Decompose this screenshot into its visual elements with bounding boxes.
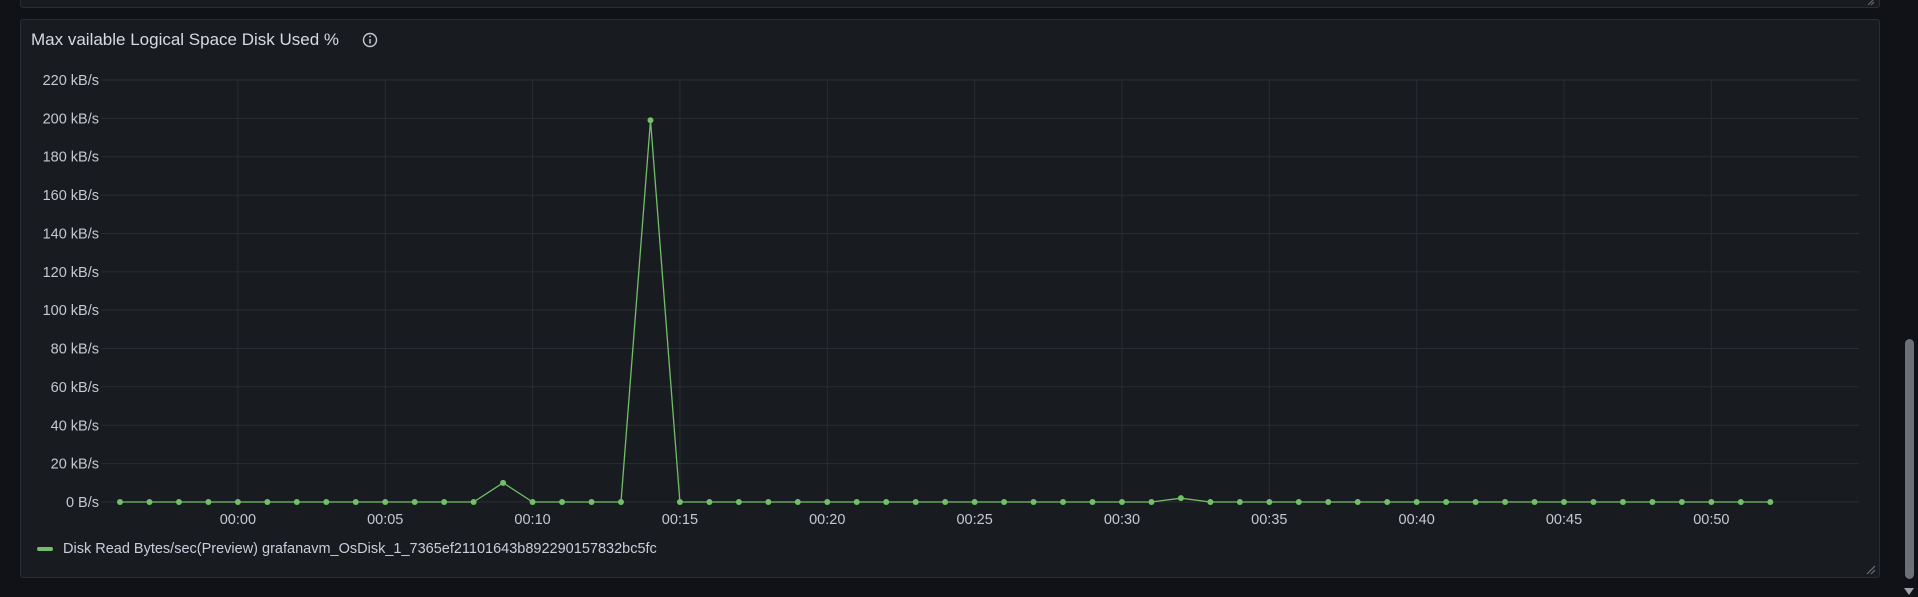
data-point bbox=[1561, 499, 1568, 505]
data-point bbox=[735, 499, 742, 505]
data-point bbox=[559, 499, 566, 505]
resize-handle-icon[interactable] bbox=[1864, 563, 1876, 575]
x-tick-label: 00:30 bbox=[1104, 512, 1140, 528]
panel-title: Max vailable Logical Space Disk Used % bbox=[31, 30, 340, 49]
y-tick-label: 80 kB/s bbox=[51, 342, 99, 358]
data-point bbox=[1619, 499, 1626, 505]
x-tick-label: 00:25 bbox=[956, 512, 992, 528]
legend-swatch bbox=[37, 547, 53, 551]
data-point bbox=[1443, 499, 1450, 505]
data-point bbox=[676, 499, 683, 505]
data-point bbox=[1295, 499, 1302, 505]
data-point bbox=[234, 499, 241, 505]
y-tick-label: 0 B/s bbox=[66, 495, 99, 511]
data-point bbox=[382, 499, 389, 505]
legend-label: Disk Read Bytes/sec(Preview) grafanavm_O… bbox=[63, 541, 657, 557]
data-point bbox=[470, 499, 477, 505]
data-point bbox=[824, 499, 831, 505]
x-tick-label: 00:10 bbox=[514, 512, 550, 528]
data-point bbox=[1767, 499, 1774, 505]
data-point bbox=[529, 499, 536, 505]
data-point bbox=[1354, 499, 1361, 505]
resize-handle-icon[interactable] bbox=[1865, 0, 1875, 6]
data-point bbox=[1472, 499, 1479, 505]
data-point bbox=[205, 499, 212, 505]
y-tick-label: 140 kB/s bbox=[43, 226, 99, 242]
scrollbar-thumb[interactable] bbox=[1905, 339, 1914, 579]
y-tick-label: 120 kB/s bbox=[43, 265, 99, 281]
y-tick-label: 20 kB/s bbox=[51, 457, 99, 473]
x-tick-label: 00:40 bbox=[1399, 512, 1435, 528]
data-point bbox=[411, 499, 418, 505]
data-point bbox=[323, 499, 330, 505]
data-point bbox=[1708, 499, 1715, 505]
data-point bbox=[175, 499, 182, 505]
y-tick-label: 60 kB/s bbox=[51, 380, 99, 396]
x-tick-label: 00:45 bbox=[1546, 512, 1582, 528]
data-point bbox=[1177, 495, 1184, 502]
data-point bbox=[1678, 499, 1685, 505]
data-point bbox=[765, 499, 772, 505]
data-point bbox=[1531, 499, 1538, 505]
data-point bbox=[1236, 499, 1243, 505]
y-tick-label: 100 kB/s bbox=[43, 303, 99, 319]
data-point bbox=[647, 117, 654, 124]
data-point bbox=[912, 499, 919, 505]
data-point bbox=[441, 499, 448, 505]
data-point bbox=[117, 499, 123, 505]
data-point bbox=[1001, 499, 1008, 505]
y-tick-label: 180 kB/s bbox=[43, 150, 99, 166]
data-point bbox=[1649, 499, 1656, 505]
data-point bbox=[1060, 499, 1067, 505]
x-tick-label: 00:35 bbox=[1251, 512, 1287, 528]
data-point bbox=[617, 499, 624, 505]
data-point bbox=[1089, 499, 1096, 505]
legend-item[interactable]: Disk Read Bytes/sec(Preview) grafanavm_O… bbox=[37, 541, 657, 557]
y-tick-label: 220 kB/s bbox=[43, 73, 99, 89]
x-tick-label: 00:00 bbox=[220, 512, 256, 528]
timeseries-panel: Max vailable Logical Space Disk Used % 0… bbox=[20, 19, 1880, 578]
previous-panel-edge bbox=[20, 0, 1880, 8]
data-point bbox=[146, 499, 153, 505]
data-point bbox=[853, 499, 860, 505]
data-point bbox=[1384, 499, 1391, 505]
data-point bbox=[1266, 499, 1273, 505]
x-tick-label: 00:50 bbox=[1693, 512, 1729, 528]
data-point bbox=[1413, 499, 1420, 505]
x-tick-label: 00:15 bbox=[662, 512, 698, 528]
y-tick-label: 40 kB/s bbox=[51, 418, 99, 434]
line-chart[interactable]: 0 B/s 20 kB/s 40 kB/s 60 kB/s 80 kB/s 100 kB/… bbox=[21, 20, 1879, 530]
data-point bbox=[352, 499, 359, 505]
data-point bbox=[1148, 499, 1155, 505]
x-tick-label: 00:20 bbox=[809, 512, 845, 528]
data-point bbox=[971, 499, 978, 505]
data-point bbox=[588, 499, 595, 505]
x-tick-label: 00:05 bbox=[367, 512, 403, 528]
y-tick-label: 160 kB/s bbox=[43, 188, 99, 204]
data-point bbox=[500, 479, 507, 486]
data-point bbox=[1207, 499, 1214, 505]
scroll-down-arrow-icon[interactable] bbox=[1904, 588, 1914, 595]
y-tick-label: 200 kB/s bbox=[43, 111, 99, 127]
data-point bbox=[794, 499, 801, 505]
data-point bbox=[293, 499, 300, 505]
data-point bbox=[264, 499, 271, 505]
data-point bbox=[942, 499, 949, 505]
data-point bbox=[1118, 499, 1125, 505]
vertical-scrollbar[interactable] bbox=[1900, 0, 1918, 597]
panel-header[interactable]: Max vailable Logical Space Disk Used % bbox=[31, 28, 379, 52]
series-line bbox=[120, 119, 1771, 503]
data-point bbox=[1737, 499, 1744, 505]
data-point bbox=[706, 499, 713, 505]
info-circle-icon[interactable] bbox=[361, 31, 379, 49]
data-point bbox=[883, 499, 890, 505]
data-point bbox=[1325, 499, 1332, 505]
data-point bbox=[1030, 499, 1037, 505]
data-point bbox=[1590, 499, 1597, 505]
data-point bbox=[1502, 499, 1509, 505]
